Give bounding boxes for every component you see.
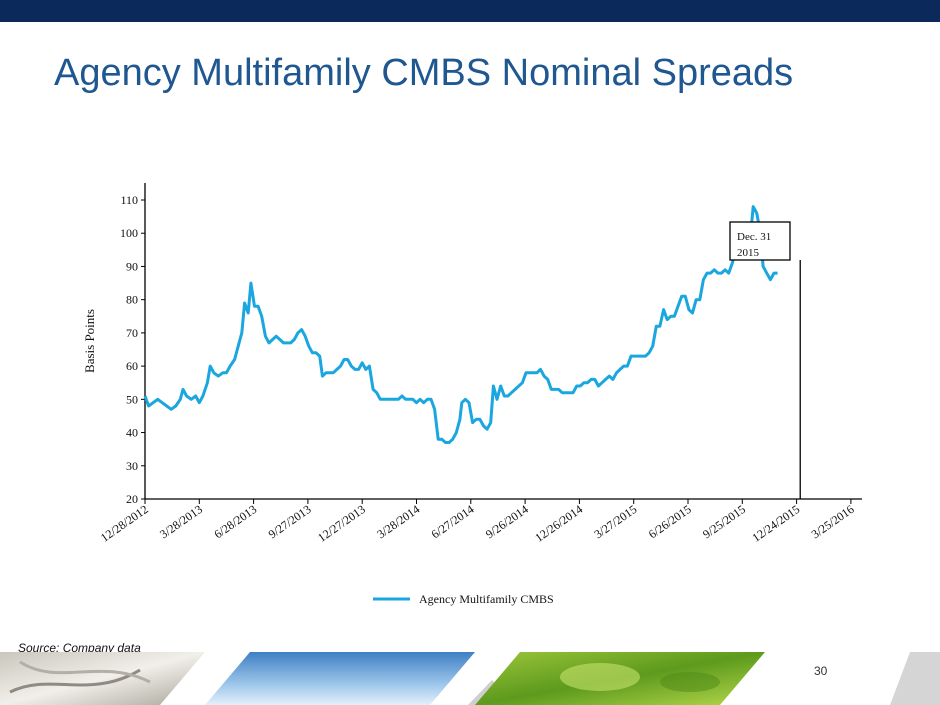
- x-tick-label: 3/27/2015: [592, 502, 640, 541]
- slide-title: Agency Multifamily CMBS Nominal Spreads: [54, 52, 794, 94]
- y-tick-label: 20: [126, 492, 138, 506]
- grey-corner: [890, 652, 940, 705]
- x-tick-label: 12/24/2015: [750, 502, 803, 545]
- y-axis-label: Basis Points: [82, 309, 97, 373]
- y-tick-label: 70: [126, 326, 138, 340]
- top-bar: [0, 0, 940, 22]
- x-tick-label: 3/28/2013: [157, 502, 205, 541]
- y-tick-label: 90: [126, 259, 138, 273]
- y-tick-label: 40: [126, 426, 138, 440]
- annotation-text-line1: Dec. 31: [737, 231, 771, 243]
- y-tick-label: 60: [126, 359, 138, 373]
- spreads-line-chart: 20 30 40 50 60 70 80 90 100 110 Basis Points 12/28/…: [82, 183, 862, 606]
- x-tick-label: 12/26/2014: [532, 502, 585, 545]
- x-tick-label: 6/27/2014: [429, 502, 477, 541]
- annotation-text-line2: 2015: [737, 247, 760, 259]
- page-number: 30: [814, 664, 828, 678]
- rope-photo: [0, 652, 205, 705]
- x-tick-label: 3/28/2014: [374, 502, 422, 541]
- y-tick-label: 110: [120, 193, 138, 207]
- y-tick-label: 30: [126, 459, 138, 473]
- x-tick-label: 6/28/2013: [211, 502, 259, 541]
- series-line: [143, 205, 778, 444]
- footer-image-strip: [0, 652, 940, 705]
- x-tick-label: 12/28/2012: [98, 502, 151, 545]
- x-tick-label: 12/27/2013: [315, 502, 368, 545]
- y-tick-label: 100: [120, 226, 138, 240]
- x-tick-label: 9/26/2014: [483, 502, 531, 541]
- x-tick-label: 9/27/2013: [266, 502, 314, 541]
- annotation-box: [729, 221, 791, 261]
- source-note: Source: Company data: [18, 641, 141, 655]
- legend-label: Agency Multifamily CMBS: [419, 592, 554, 606]
- y-tick-label: 80: [126, 293, 138, 307]
- x-tick-label: 9/25/2015: [700, 502, 748, 541]
- sky-photo: [205, 652, 475, 705]
- x-tick-label: 6/26/2015: [646, 502, 694, 541]
- x-tick-label: 3/25/2016: [809, 502, 857, 541]
- y-tick-label: 50: [126, 392, 138, 406]
